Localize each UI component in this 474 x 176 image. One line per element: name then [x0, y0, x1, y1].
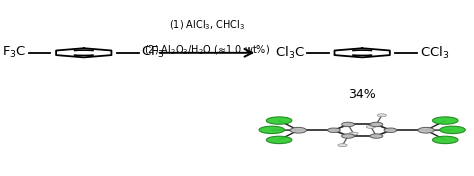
Ellipse shape: [342, 134, 355, 138]
Ellipse shape: [384, 128, 397, 133]
Ellipse shape: [349, 132, 358, 135]
Ellipse shape: [328, 128, 340, 133]
Ellipse shape: [338, 144, 347, 147]
Text: $\mathregular{CF_3}$: $\mathregular{CF_3}$: [141, 45, 165, 60]
Ellipse shape: [266, 117, 292, 124]
Text: $\mathregular{F_3C}$: $\mathregular{F_3C}$: [2, 45, 26, 60]
Text: (1) AlCl$_3$, CHCl$_3$: (1) AlCl$_3$, CHCl$_3$: [169, 19, 245, 32]
Ellipse shape: [432, 117, 458, 124]
Ellipse shape: [266, 136, 292, 144]
Text: $\mathregular{Cl_3C}$: $\mathregular{Cl_3C}$: [275, 45, 305, 61]
Text: (2) Al$_2$O$_3$/H$_2$O (≈1.0 wt%): (2) Al$_2$O$_3$/H$_2$O (≈1.0 wt%): [144, 43, 270, 57]
Ellipse shape: [366, 125, 375, 128]
Ellipse shape: [418, 127, 434, 133]
Ellipse shape: [342, 122, 355, 127]
Ellipse shape: [377, 114, 386, 117]
Text: 34%: 34%: [348, 88, 376, 101]
Ellipse shape: [370, 122, 383, 127]
Text: $\mathregular{CCl_3}$: $\mathregular{CCl_3}$: [419, 45, 449, 61]
Ellipse shape: [440, 126, 465, 134]
Ellipse shape: [432, 136, 458, 144]
Ellipse shape: [370, 134, 383, 138]
Ellipse shape: [259, 126, 284, 134]
Ellipse shape: [290, 127, 307, 133]
